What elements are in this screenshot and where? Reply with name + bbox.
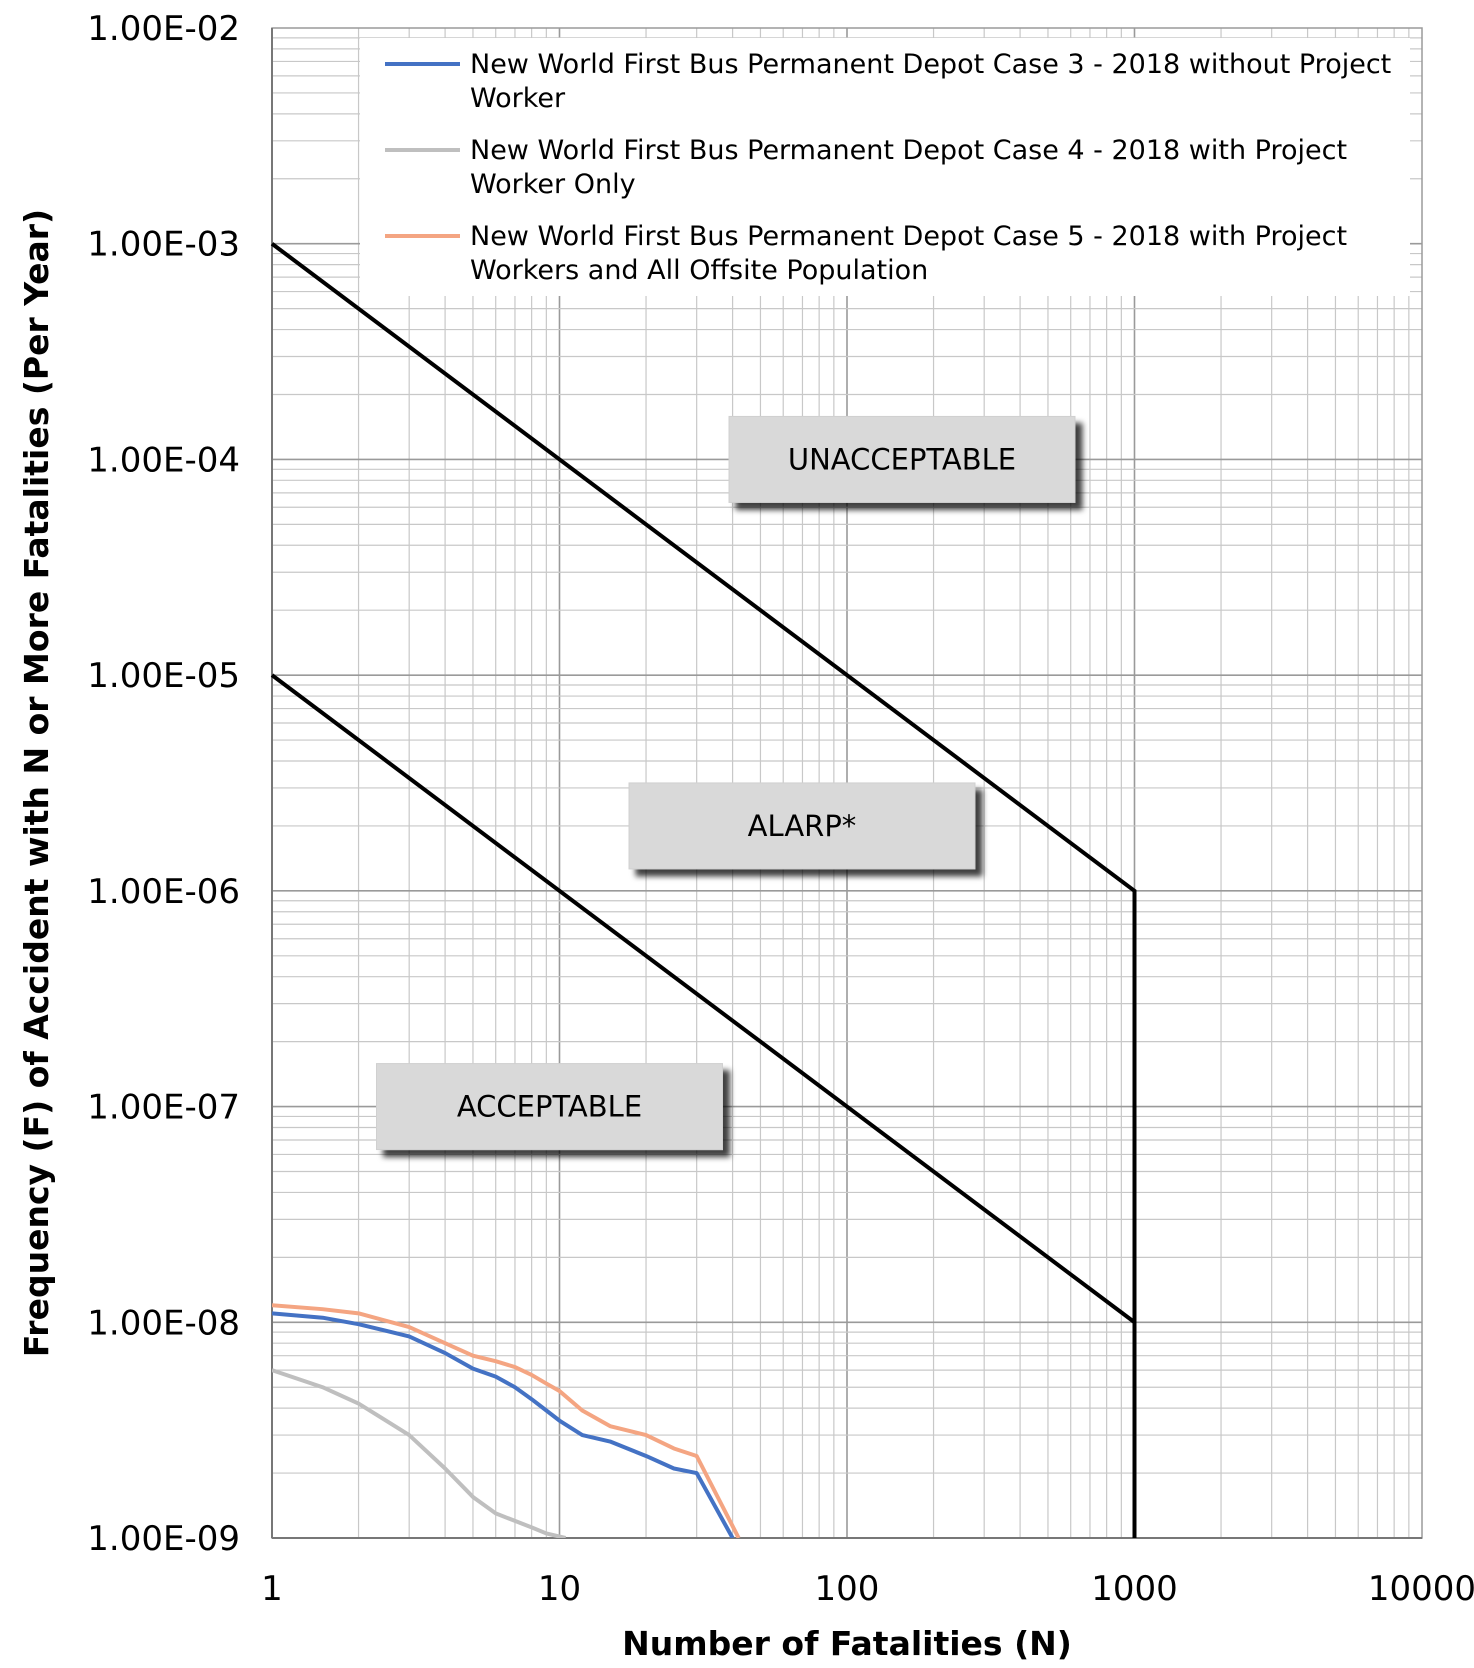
- x-tick-label: 1000: [1091, 1569, 1178, 1609]
- y-tick-label: 1.00E-09: [87, 1519, 240, 1559]
- lower-criteria-line: [270, 673, 1136, 1324]
- y-axis-title: Frequency (F) of Accident with N or More…: [17, 209, 56, 1357]
- legend-entry-text: New World First Bus Permanent Depot Case…: [470, 221, 1347, 252]
- x-tick-label: 1: [261, 1569, 283, 1609]
- y-tick-label: 1.00E-07: [87, 1088, 240, 1128]
- legend-box: [360, 38, 1410, 296]
- y-tick-label: 1.00E-02: [87, 9, 240, 49]
- legend-entry-text: New World First Bus Permanent Depot Case…: [470, 49, 1391, 80]
- region-label-text: UNACCEPTABLE: [788, 442, 1016, 476]
- x-axis-title: Number of Fatalities (N): [622, 1624, 1072, 1663]
- legend-entry-text: New World First Bus Permanent Depot Case…: [470, 135, 1347, 166]
- data-series: [272, 1303, 741, 1538]
- x-tick-labels: 1 10 100 1000 10000: [261, 1569, 1474, 1609]
- region-label-text: ACCEPTABLE: [457, 1090, 642, 1124]
- y-tick-labels: 1.00E-02 1.00E-03 1.00E-04 1.00E-05 1.00E-06…: [87, 9, 240, 1559]
- legend-entry-text: Workers and All Offsite Population: [470, 255, 928, 286]
- y-tick-label: 1.00E-06: [87, 872, 240, 912]
- plot-area-border: [271, 27, 1423, 1539]
- series-line-case-5: [272, 1303, 741, 1538]
- region-label-box: [376, 1063, 723, 1151]
- x-tick-label: 10: [538, 1569, 581, 1609]
- x-tick-label: 10000: [1368, 1569, 1474, 1609]
- series-line-case-4: [272, 1368, 567, 1538]
- y-tick-label: 1.00E-08: [87, 1303, 240, 1343]
- region-label-acceptable: ACCEPTABLE: [376, 1063, 723, 1151]
- legend-entry-text: Worker: [470, 83, 566, 114]
- series-line-case-3: [272, 1311, 735, 1538]
- region-label-box: [728, 415, 1076, 503]
- legend-entry-text: Worker Only: [470, 169, 636, 200]
- y-tick-label: 1.00E-05: [87, 656, 240, 696]
- y-tick-label: 1.00E-04: [87, 440, 240, 480]
- region-label-box: [628, 782, 976, 870]
- x-tick-label: 100: [815, 1569, 880, 1609]
- y-tick-label: 1.00E-03: [87, 225, 240, 265]
- criteria-lines: [270, 242, 1137, 1538]
- region-labels: UNACCEPTABLE ALARP* ACCEPTABLE: [376, 415, 1076, 1151]
- region-label-text: ALARP*: [748, 809, 857, 843]
- region-label-unacceptable: UNACCEPTABLE: [728, 415, 1076, 503]
- region-label-alarp: ALARP*: [628, 782, 976, 870]
- legend: New World First Bus Permanent Depot Case…: [360, 38, 1410, 296]
